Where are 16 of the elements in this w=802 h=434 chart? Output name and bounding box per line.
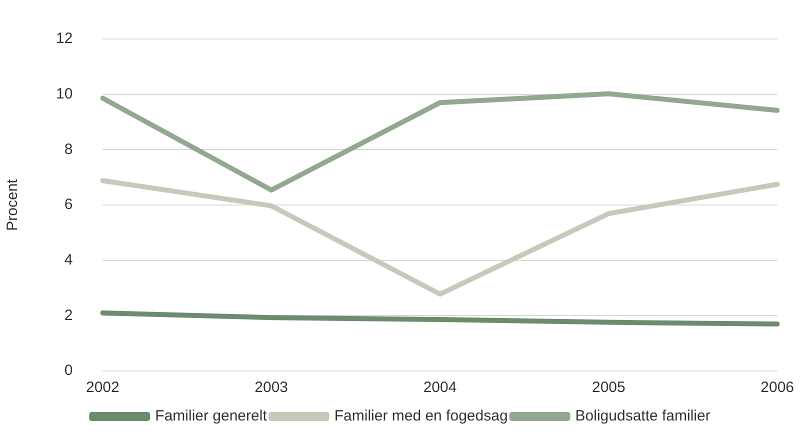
x-tick-label: 2005 <box>592 379 626 396</box>
x-tick-label: 2006 <box>760 379 794 396</box>
y-tick-label: 12 <box>56 30 73 48</box>
y-tick-label: 0 <box>64 362 73 380</box>
y-tick-label: 10 <box>56 85 73 102</box>
legend-label: Boligudsatte familier <box>575 408 710 425</box>
legend-label: Familier generelt <box>155 408 268 425</box>
y-tick-label: 8 <box>64 140 73 158</box>
legend-label: Familier med en fogedsag <box>334 408 508 425</box>
y-tick-label: 6 <box>64 196 73 214</box>
x-tick-label: 2003 <box>254 379 288 396</box>
y-tick-label: 4 <box>64 251 73 268</box>
y-axis-title: Procent <box>4 178 22 231</box>
x-tick-label: 2002 <box>86 379 120 396</box>
y-tick-label: 2 <box>64 306 73 324</box>
x-tick-label: 2004 <box>423 379 457 396</box>
